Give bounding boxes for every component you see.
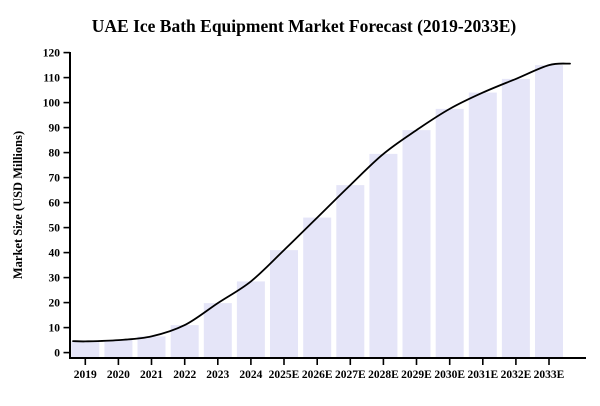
bar-2027E (336, 185, 365, 358)
bar-2022 (170, 325, 199, 358)
x-tick-label: 2021 (140, 369, 163, 381)
bars-group (71, 65, 563, 359)
bar-2031E (468, 92, 497, 358)
x-tick-label: 2027E (335, 369, 366, 381)
x-tick-label: 2022 (173, 369, 196, 381)
x-tick-label: 2020 (107, 369, 130, 381)
bar-2019 (71, 341, 100, 358)
bar-2033E (535, 65, 563, 358)
y-tick-label: 0 (54, 348, 60, 360)
trend-line (72, 62, 571, 343)
bar-2028E (369, 153, 398, 358)
x-tick-label: 2019 (74, 369, 97, 381)
bar-2030E (435, 108, 464, 359)
x-tick-label: 2028E (368, 369, 399, 381)
x-tick-label: 2026E (302, 369, 333, 381)
x-tick-label: 2031E (467, 369, 498, 381)
y-tick-label: 90 (49, 123, 61, 135)
x-ticks-group: 2019 2020 2021 2022 2023 2024 2025E 2026E 2027E 2… (74, 359, 565, 381)
bar-2020 (104, 340, 133, 358)
y-tick-label: 120 (43, 48, 61, 60)
y-axis-label: Market Size (USD Millions) (11, 131, 25, 279)
y-tick-label: 50 (49, 223, 61, 235)
y-tick-label: 100 (43, 98, 61, 110)
y-ticks-group: 0 10 20 30 40 50 60 70 80 90 100 110 120 (43, 48, 70, 360)
y-tick-label: 40 (49, 248, 61, 260)
y-tick-label: 80 (49, 148, 61, 160)
bar-2024 (236, 281, 265, 358)
x-tick-label: 2033E (534, 369, 565, 381)
y-tick-label: 110 (43, 73, 60, 85)
y-tick-label: 20 (49, 298, 61, 310)
x-tick-label: 2032E (501, 369, 532, 381)
x-tick-label: 2024 (239, 369, 262, 381)
bar-2023 (203, 303, 232, 358)
x-tick-label: 2025E (269, 369, 300, 381)
bar-2021 (137, 336, 166, 358)
y-tick-label: 10 (49, 323, 61, 335)
y-tick-label: 70 (49, 173, 61, 185)
y-tick-label: 60 (49, 198, 61, 210)
x-tick-label: 2030E (434, 369, 465, 381)
y-tick-label: 30 (49, 273, 61, 285)
chart-title: UAE Ice Bath Equipment Market Forecast (… (92, 16, 517, 36)
bar-2025E (270, 250, 298, 358)
bar-2029E (402, 130, 431, 358)
x-tick-label: 2023 (206, 369, 229, 381)
x-tick-label: 2029E (401, 369, 432, 381)
bar-2032E (501, 78, 530, 359)
bar-2026E (303, 217, 332, 358)
